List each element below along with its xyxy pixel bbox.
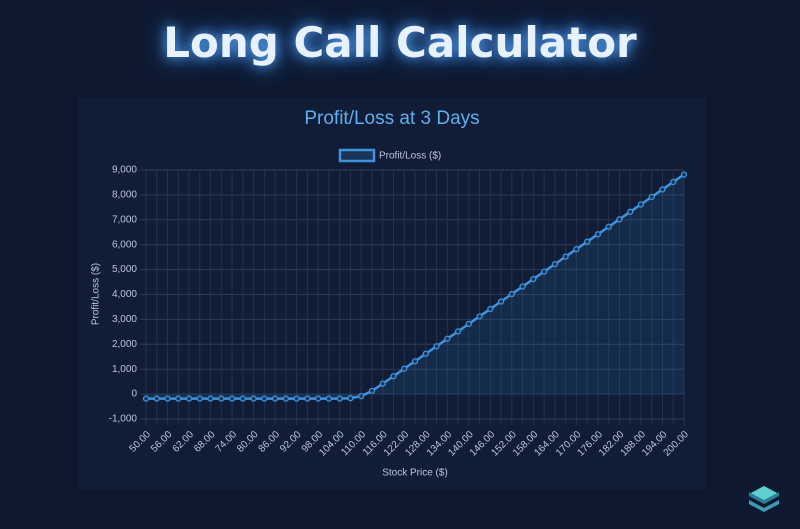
point	[627, 208, 634, 215]
y-tick-label: 6,000	[112, 239, 137, 250]
point	[142, 395, 150, 402]
point	[465, 320, 472, 328]
point	[540, 268, 548, 275]
y-tick-label: 4,000	[112, 289, 137, 300]
area	[146, 174, 684, 399]
point	[637, 201, 645, 208]
y-axis-title: Profit/Loss ($)	[91, 263, 102, 325]
point	[594, 231, 602, 238]
point	[218, 395, 225, 402]
point	[250, 395, 257, 402]
logo	[749, 486, 779, 512]
point	[508, 290, 515, 298]
point	[228, 395, 236, 402]
point	[282, 395, 290, 402]
point	[347, 395, 354, 402]
point	[185, 395, 193, 402]
point	[315, 395, 322, 402]
y-tick-label: -1,000	[109, 414, 138, 425]
point	[390, 373, 397, 380]
y-tick-label: 8,000	[112, 190, 137, 201]
y-tick-label: 7,000	[112, 214, 137, 225]
x-axis-title: Stock Price ($)	[382, 468, 448, 479]
y-tick-label: 1,000	[112, 364, 137, 375]
point	[680, 171, 688, 178]
point	[551, 260, 559, 268]
point	[584, 238, 591, 245]
point	[616, 216, 623, 223]
point	[444, 335, 451, 342]
point	[239, 395, 246, 402]
point	[304, 395, 311, 402]
y-tick-label: 2,000	[112, 339, 137, 350]
point	[648, 193, 655, 201]
point	[379, 380, 386, 387]
point	[336, 395, 343, 402]
point	[487, 305, 494, 313]
y-tick-label: 0	[131, 389, 137, 400]
legend-label: Profit/Loss ($)	[379, 151, 441, 162]
point	[497, 298, 505, 305]
chart-title: Profit/Loss at 3 Days	[304, 108, 479, 129]
y-tick-label: 9,000	[112, 165, 137, 176]
point	[368, 387, 376, 395]
point	[605, 223, 612, 230]
point	[261, 395, 268, 402]
point	[358, 392, 365, 400]
point	[153, 395, 160, 402]
point	[271, 395, 279, 402]
point	[401, 365, 408, 372]
point	[454, 328, 462, 335]
point	[196, 395, 203, 402]
point	[519, 283, 526, 290]
legend-swatch	[338, 148, 376, 163]
point	[164, 395, 171, 402]
point	[670, 178, 677, 186]
page-title: Long Call Calculator	[163, 18, 637, 67]
point	[325, 395, 333, 402]
point	[422, 350, 429, 357]
point	[175, 395, 182, 402]
point	[562, 253, 569, 260]
y-tick-label: 3,000	[112, 314, 137, 325]
point	[659, 186, 666, 193]
point	[530, 275, 537, 283]
point	[207, 395, 214, 402]
point	[433, 343, 440, 350]
point	[411, 358, 419, 365]
point	[573, 246, 580, 253]
y-tick-label: 5,000	[112, 264, 137, 275]
point	[476, 313, 483, 320]
point	[293, 395, 300, 402]
